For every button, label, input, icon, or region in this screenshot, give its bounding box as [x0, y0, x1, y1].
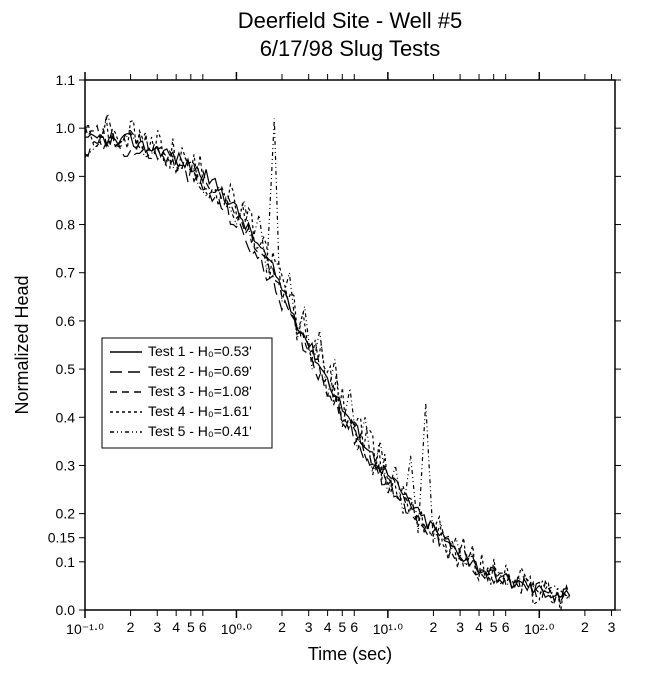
ytick-label: 0.5 — [56, 361, 76, 377]
xtick-minor-label: 6 — [350, 619, 358, 635]
xtick-minor-label: 5 — [490, 619, 498, 635]
xtick-minor-label: 3 — [153, 619, 161, 635]
ytick-label: 0.1 — [56, 554, 76, 570]
ytick-label: 1.1 — [56, 72, 76, 88]
xtick-minor-label: 3 — [305, 619, 313, 635]
x-axis-label: Time (sec) — [308, 644, 392, 664]
xtick-minor-label: 2 — [278, 619, 286, 635]
xtick-minor-label: 4 — [475, 619, 483, 635]
xtick-minor-label: 3 — [608, 619, 616, 635]
xtick-major-label: 10⁰⋅⁰ — [221, 621, 253, 637]
legend-label: Test 5 - H₀=0.41' — [148, 423, 252, 439]
ytick-label: 0.8 — [56, 217, 76, 233]
y-axis-label: Normalized Head — [12, 275, 32, 414]
chart-container: Deerfield Site - Well #5 6/17/98 Slug Tes… — [0, 0, 650, 674]
xtick-minor-label: 5 — [187, 619, 195, 635]
xtick-minor-label: 2 — [430, 619, 438, 635]
xtick-major-label: 10²⋅⁰ — [524, 621, 555, 637]
ytick-label: 0.6 — [56, 313, 76, 329]
legend: Test 1 - H₀=0.53' Test 2 - H₀=0.69' Test 3… — [102, 338, 272, 448]
xtick-minor-label: 2 — [581, 619, 589, 635]
ytick-label: 0.4 — [56, 409, 76, 425]
legend-label: Test 4 - H₀=1.61' — [148, 403, 252, 419]
ytick-label: 0.7 — [56, 265, 76, 281]
chart-title-line2: 6/17/98 Slug Tests — [260, 36, 441, 61]
ytick-label: 0.2 — [56, 506, 76, 522]
xtick-minor-label: 6 — [199, 619, 207, 635]
ytick-label: 1.0 — [56, 120, 76, 136]
xtick-minor-label: 6 — [502, 619, 510, 635]
ytick-label: 0.3 — [56, 457, 76, 473]
ytick-label: 0.15 — [48, 530, 75, 546]
xtick-major-label: 10⁻¹⋅⁰ — [66, 621, 104, 637]
ytick-label: 0.0 — [56, 602, 76, 618]
legend-label: Test 3 - H₀=1.08' — [148, 383, 252, 399]
xtick-minor-label: 4 — [324, 619, 332, 635]
xtick-minor-label: 2 — [127, 619, 135, 635]
ytick-label: 0.9 — [56, 168, 76, 184]
xtick-minor-label: 3 — [456, 619, 464, 635]
xtick-minor-label: 5 — [338, 619, 346, 635]
xtick-major-label: 10¹⋅⁰ — [373, 621, 404, 637]
legend-label: Test 2 - H₀=0.69' — [148, 363, 252, 379]
chart-title-line1: Deerfield Site - Well #5 — [238, 8, 463, 33]
xtick-minor-label: 4 — [172, 619, 180, 635]
legend-label: Test 1 - H₀=0.53' — [148, 343, 252, 359]
chart-svg: Deerfield Site - Well #5 6/17/98 Slug Tes… — [0, 0, 650, 674]
